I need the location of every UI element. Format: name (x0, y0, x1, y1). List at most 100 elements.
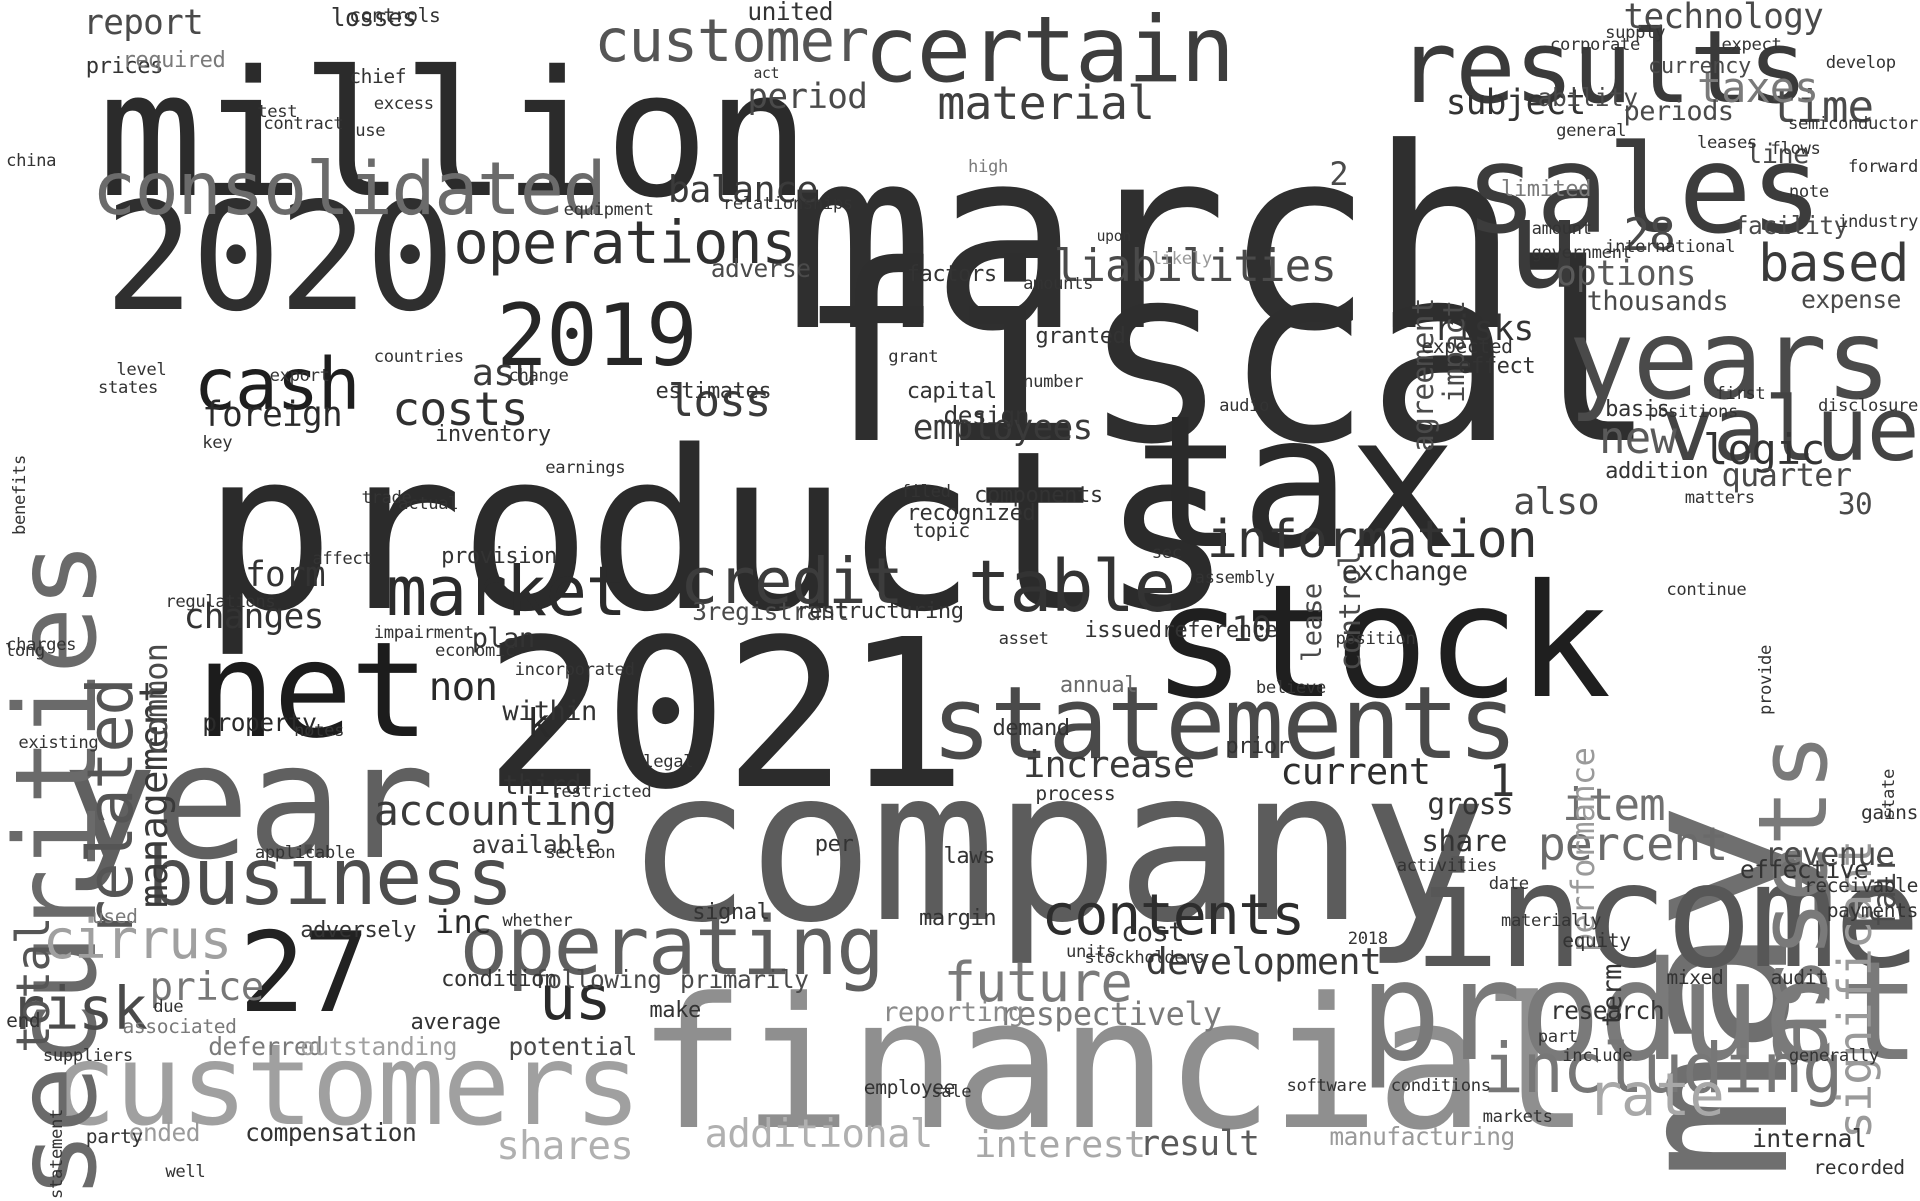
cloud-word: us (539, 963, 612, 1034)
cloud-word: additional (704, 1112, 934, 1157)
cloud-word: options (1556, 254, 1696, 295)
cloud-word: market (386, 551, 627, 632)
cloud-word: restricted (551, 782, 652, 803)
cloud-word: risk (9, 974, 148, 1044)
cloud-word: capital (906, 377, 997, 404)
cloud-word: sales (1464, 117, 1823, 261)
cloud-word: changes (183, 597, 324, 638)
cloud-word: subject (1445, 82, 1586, 123)
cloud-word: respectively (998, 994, 1222, 1033)
cloud-word: well (165, 1162, 206, 1182)
cloud-word: business (147, 832, 514, 924)
cloud-word: make (649, 996, 701, 1023)
cloud-word: used (91, 904, 138, 928)
cloud-word: generally (1788, 1045, 1879, 1066)
cloud-word: item (1562, 780, 1666, 832)
cloud-word: assembly (1194, 567, 1275, 588)
cloud-word: exchange (1341, 555, 1468, 587)
cloud-word: states (98, 377, 159, 398)
cloud-word: prices (85, 53, 164, 80)
cloud-word: credit (680, 545, 904, 620)
cloud-word: software (1286, 1076, 1367, 1097)
cloud-word: provide (1756, 645, 1777, 716)
cloud-word: plan (471, 622, 535, 654)
cloud-word: within (502, 696, 597, 728)
cloud-word: markets (1482, 1106, 1553, 1127)
cloud-word: certain (863, 0, 1235, 104)
cloud-word: average (410, 1008, 501, 1035)
cloud-word: years (1568, 297, 1891, 426)
cloud-word: 2 (1329, 155, 1348, 194)
cloud-word: cost (1121, 917, 1184, 948)
cloud-word: factors (906, 261, 997, 288)
cloud-word: product (1359, 932, 1920, 1092)
cloud-word: ability (1537, 82, 1638, 112)
cloud-word: design (943, 401, 1030, 431)
cloud-word: consolidated (91, 147, 607, 233)
cloud-word: effect (1458, 353, 1536, 380)
cloud-word: thousands (1586, 285, 1729, 317)
cloud-word: legal (643, 751, 694, 772)
cloud-word: number (1023, 371, 1084, 392)
cloud-word: agreement (1406, 297, 1441, 452)
cloud-word: required (122, 47, 226, 73)
cloud-word: total (5, 917, 60, 1054)
cloud-word: payments (1826, 898, 1919, 922)
cloud-word: regulations (165, 592, 276, 613)
cloud-word: time (1770, 81, 1875, 133)
cloud-word: annual (1059, 671, 1138, 698)
cloud-word: gross (1427, 787, 1513, 822)
cloud-word: net (196, 613, 430, 768)
cloud-word: condition (441, 966, 557, 992)
cloud-word: shares (496, 1124, 634, 1170)
cloud-word: operating (459, 899, 885, 994)
cloud-word: non (428, 664, 498, 710)
cloud-word: currency (1648, 53, 1751, 80)
cloud-word: taxes (1697, 63, 1819, 113)
cloud-word: contents (1041, 883, 1306, 949)
cloud-word: act (753, 65, 780, 83)
cloud-word: result (1139, 1124, 1260, 1165)
cloud-word: activities (1396, 855, 1497, 876)
cloud-word: whether (502, 910, 573, 931)
cloud-word: percent (1537, 816, 1729, 871)
cloud-word: potential (508, 1032, 638, 1062)
cloud-word: section (545, 843, 616, 864)
cloud-word: 27 (238, 910, 370, 1038)
cloud-word: countries (373, 347, 464, 368)
cloud-word: fiscal (796, 211, 1657, 498)
cloud-word: believe (1255, 678, 1326, 698)
cloud-word: equity (1562, 929, 1631, 953)
cloud-word: results (1396, 9, 1808, 127)
cloud-word: expense (1801, 284, 1901, 314)
cloud-word: upon (1096, 228, 1131, 246)
cloud-word: 2020 (104, 170, 455, 345)
cloud-word: 2018 (1347, 929, 1388, 950)
cloud-word: trade (361, 488, 412, 509)
cloud-word: semiconductor (1787, 114, 1918, 135)
cloud-word: position (1335, 629, 1416, 649)
cloud-word: granted (1035, 322, 1126, 349)
cloud-word: stock (1151, 549, 1611, 733)
cloud-word: revenue (1764, 835, 1895, 874)
cloud-word: k (526, 701, 551, 747)
cloud-word: products (202, 403, 1233, 661)
cloud-word: also (1513, 480, 1599, 523)
cloud-word: margin (919, 904, 997, 931)
cloud-word: estimates (655, 377, 772, 404)
cloud-word: high (968, 157, 1009, 178)
cloud-word: general (1556, 120, 1627, 141)
cloud-word: applicable (254, 843, 355, 864)
cloud-word: form (245, 554, 326, 595)
cloud-word: forward (1847, 157, 1918, 178)
cloud-word: provision (441, 543, 557, 570)
cloud-word: adversely (300, 917, 416, 943)
cloud-word: accounting (373, 786, 617, 836)
cloud-word: cash (193, 343, 361, 427)
cloud-word: long (4, 641, 45, 662)
cloud-word: contract (263, 114, 344, 135)
cloud-word: research (1550, 995, 1665, 1025)
cloud-word: future (943, 950, 1133, 1014)
cloud-word: operations (453, 208, 796, 278)
cloud-word: primarily (680, 965, 809, 994)
